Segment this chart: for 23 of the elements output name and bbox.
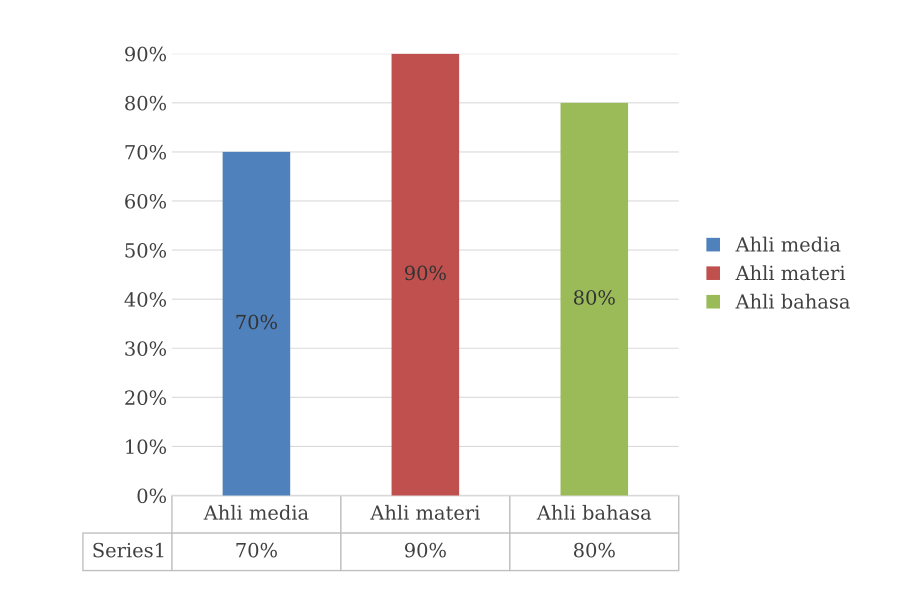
y-tick-label: 50%: [126, 243, 166, 258]
y-tick-label: 60%: [125, 194, 166, 209]
y-tick-label: 30%: [125, 341, 166, 356]
data-label: 70%: [236, 314, 277, 330]
x-tick-label: Ahli materi: [370, 504, 480, 520]
data-label: 80%: [574, 290, 615, 305]
legend-label: Ahli materi: [735, 265, 846, 280]
y-tick-label: 10%: [126, 439, 166, 454]
y-tick-label: 80%: [125, 96, 166, 110]
text: 80%: [574, 542, 615, 558]
y-tick-label: 0%: [138, 488, 166, 504]
x-tick-label: Ahli bahasa: [536, 504, 652, 520]
legend-label: Ahli bahasa: [735, 294, 850, 309]
data-label: 90%: [404, 266, 446, 280]
y-tick-label: 90%: [125, 46, 166, 62]
text: 70%: [236, 542, 277, 558]
text: 90%: [404, 542, 446, 558]
y-tick-label: 20%: [125, 390, 166, 405]
x-tick-label: Ahli media: [204, 504, 309, 520]
y-tick-label: 70%: [126, 144, 166, 160]
legend-label: Ahli media: [735, 236, 840, 252]
text: Series1: [93, 542, 164, 558]
y-tick-label: 40%: [124, 292, 166, 307]
